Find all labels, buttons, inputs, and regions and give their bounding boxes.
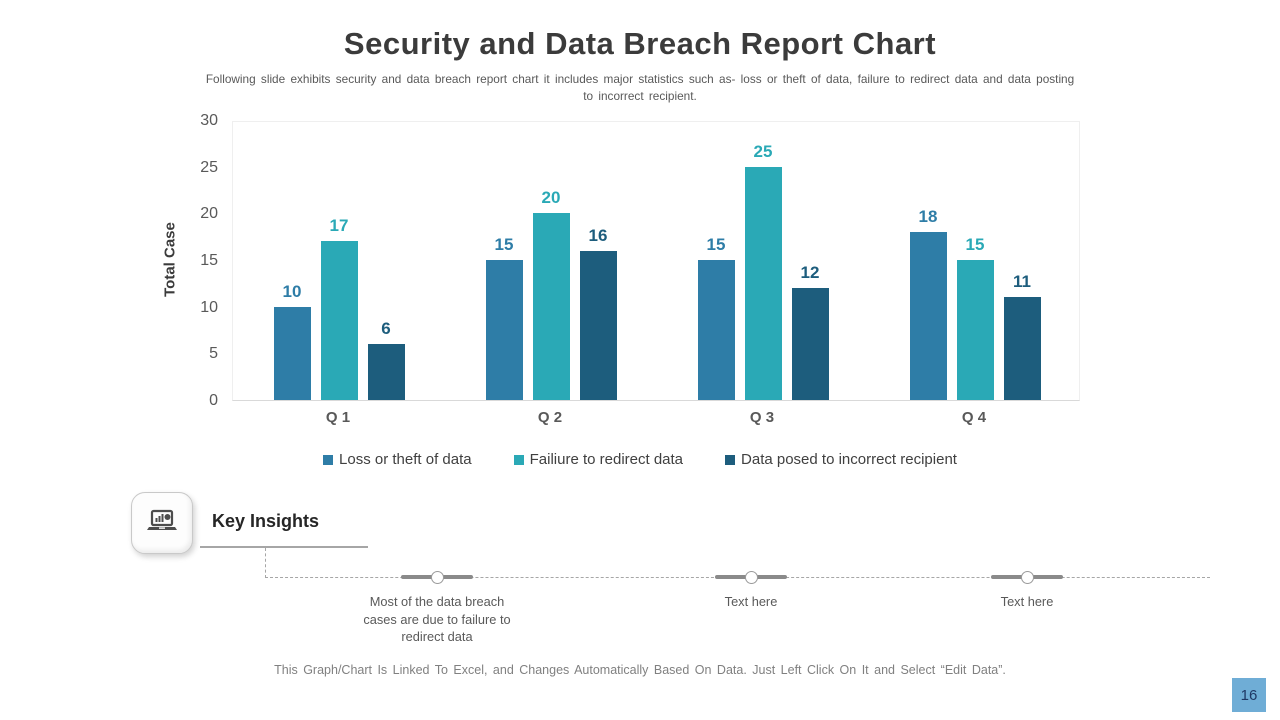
- bar-rect: [956, 260, 994, 400]
- bar-rect: [532, 213, 570, 400]
- legend-item: Failiure to redirect data: [513, 451, 684, 468]
- legend-marker: [323, 454, 334, 465]
- bar-rect: [697, 260, 735, 400]
- bar-rect: [367, 344, 405, 400]
- bar: 6: [367, 319, 405, 400]
- timeline-node-circle: [430, 570, 444, 584]
- legend-marker: [513, 454, 524, 465]
- legend-label: Data posed to incorrect recipient: [741, 451, 957, 468]
- y-tick-label: 20: [200, 205, 218, 223]
- bar-rect: [485, 260, 523, 400]
- y-tick-label: 30: [200, 112, 218, 129]
- bar-rect: [909, 232, 947, 400]
- bar: 12: [791, 263, 829, 400]
- x-category-label: Q 1: [325, 409, 351, 426]
- bar-rect: [1003, 297, 1041, 400]
- page-title: Security and Data Breach Report Chart: [343, 26, 937, 61]
- bar: 20: [532, 188, 570, 400]
- bar-value-label: 15: [706, 235, 726, 254]
- bar: 15: [485, 235, 523, 400]
- bar-value-label: 25: [753, 141, 773, 161]
- bar-rect: [744, 166, 782, 400]
- insights-heading: Key Insights: [212, 511, 320, 531]
- bar-value-label: 18: [918, 207, 938, 226]
- legend-item: Data posed to incorrect recipient: [725, 451, 957, 468]
- footer-note: This Graph/Chart Is Linked To Excel, and…: [274, 663, 1006, 677]
- legend-label: Loss or theft of data: [339, 451, 472, 468]
- y-tick-label: 0: [209, 392, 218, 409]
- y-tick-label: 25: [200, 158, 218, 176]
- y-axis-ticks: 0 5 10 15 20 25 30: [162, 112, 218, 409]
- bar: 15: [956, 235, 994, 400]
- insight-text: Text here: [724, 594, 778, 609]
- x-category-label: Q 3: [749, 409, 775, 426]
- bar-value-label: 6: [381, 319, 391, 338]
- bar-value-label: 12: [800, 263, 820, 282]
- page-number-badge: 16: [1232, 678, 1266, 712]
- insights-timeline: Key Insights Most of the data breach cas…: [0, 490, 1280, 665]
- bar-value-label: 20: [541, 188, 561, 208]
- bar-group: 15 25 12: [697, 141, 829, 400]
- bar: 18: [909, 207, 947, 400]
- y-tick-label: 15: [200, 252, 218, 269]
- bar-group: 18 15 11: [909, 207, 1041, 400]
- legend-item: Loss or theft of data: [323, 451, 472, 468]
- y-tick-label: 5: [209, 345, 218, 363]
- bar: 16: [579, 225, 617, 400]
- bar: 17: [320, 216, 358, 400]
- bar-rect: [579, 250, 617, 400]
- bar: 15: [697, 235, 735, 400]
- bar-rect: [320, 241, 358, 400]
- bar-value-label: 10: [282, 281, 302, 301]
- heading-underline: [200, 546, 368, 548]
- bar: 10: [273, 281, 311, 400]
- bar: 25: [744, 141, 782, 400]
- insight-text: Most of the data breach cases are due to…: [363, 594, 511, 645]
- slide-subtitle: Following slide exhibits security and da…: [205, 72, 1075, 103]
- bar-value-label: 15: [494, 235, 514, 254]
- bar-group: 15 20 16: [485, 188, 617, 400]
- bar-rect: [791, 288, 829, 400]
- x-category-label: Q 4: [961, 409, 987, 426]
- connector-dashed-vertical: [265, 548, 266, 578]
- timeline-node: [991, 570, 1063, 584]
- timeline-node-circle: [1020, 570, 1034, 584]
- insight-text: Text here: [1000, 594, 1054, 609]
- bar-value-label: 17: [329, 216, 349, 236]
- x-axis-labels: Q 1 Q 2 Q 3 Q 4: [232, 409, 1080, 431]
- chart-plot[interactable]: 10 17 6 15 20 16 15 25 12 18 15 11: [232, 121, 1080, 401]
- timeline-node: [401, 570, 473, 584]
- bar-value-label: 15: [965, 235, 985, 254]
- x-category-label: Q 2: [537, 409, 563, 426]
- bar-value-label: 16: [588, 225, 608, 245]
- chart-legend: Loss or theft of data Failiure to redirec…: [0, 451, 1280, 468]
- bar-group: 10 17 6: [273, 216, 405, 400]
- bar-value-label: 11: [1013, 272, 1031, 292]
- laptop-chart-icon: [144, 503, 180, 544]
- legend-marker: [725, 454, 736, 465]
- timeline-node: [715, 570, 787, 584]
- bar-rect: [273, 306, 311, 400]
- insights-icon-card: [131, 492, 193, 554]
- timeline-node-circle: [744, 570, 758, 584]
- legend-label: Failiure to redirect data: [529, 451, 684, 468]
- y-tick-label: 10: [200, 298, 218, 316]
- bar: 11: [1003, 272, 1041, 400]
